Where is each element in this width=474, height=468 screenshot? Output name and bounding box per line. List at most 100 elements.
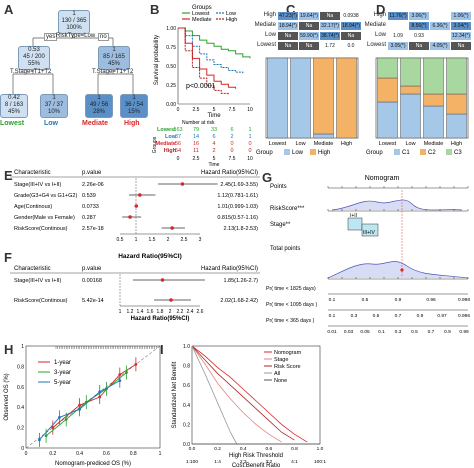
bar-legend-swatch bbox=[420, 149, 426, 155]
table-cell: 6.36(*) bbox=[430, 22, 450, 30]
km-xlabel: Time bbox=[207, 113, 221, 119]
nomogram-pr-tick: 0.5 bbox=[362, 297, 369, 303]
dca-xtick: 0.8 bbox=[291, 446, 298, 452]
node-text: 10% bbox=[47, 109, 60, 115]
no-label: no bbox=[98, 33, 109, 41]
km-curve-low bbox=[178, 27, 244, 74]
table-cell bbox=[430, 12, 450, 20]
stage-box-2 bbox=[361, 223, 379, 237]
risk-cell: 0 bbox=[248, 148, 251, 154]
risk-xtick: 2.5 bbox=[193, 156, 200, 162]
nomogram-pr-tick: 0.9 bbox=[444, 329, 451, 335]
calib-diagonal bbox=[25, 345, 161, 449]
km-ytick: 0.00 bbox=[166, 102, 176, 108]
calib-point bbox=[134, 362, 138, 366]
table-cell: 18.94(*) bbox=[278, 22, 298, 30]
nomogram-pr-tick: 0.05 bbox=[360, 329, 370, 335]
table-row-label: Lowest bbox=[256, 42, 276, 48]
calib-point bbox=[58, 416, 61, 419]
km-xtick: 0 bbox=[177, 107, 180, 113]
calib-ytick: 1 bbox=[21, 344, 24, 350]
risk-xlabel: Time bbox=[209, 162, 220, 168]
tree-leaf-low: 1 37 / 37 10% bbox=[40, 94, 68, 118]
calib-ylabel: Observed OS (%) bbox=[4, 373, 10, 420]
bar-legend-name: Low bbox=[292, 150, 304, 156]
risk-cell: 79 bbox=[193, 127, 199, 133]
table-cell: Na bbox=[299, 42, 319, 50]
forest-xtick: 1.5 bbox=[149, 237, 156, 243]
table-cell: Na bbox=[409, 42, 429, 50]
bar-segment bbox=[446, 113, 467, 139]
table-cell: Na bbox=[341, 32, 361, 40]
dca-cost-tick: 1:100 bbox=[186, 459, 198, 465]
forest-xtick: 2.6 bbox=[197, 309, 204, 315]
table-row-label: Low bbox=[264, 32, 276, 38]
risk-row-label: Lowest bbox=[157, 127, 176, 133]
node-text: 100% bbox=[66, 25, 82, 31]
yes-label: yes bbox=[44, 33, 58, 41]
dca-ytick: 1.0 bbox=[183, 344, 190, 350]
table-cell: 12.34(*) bbox=[451, 32, 471, 40]
table-row-label: High bbox=[263, 12, 276, 18]
forest-col-hr: Hazard Ratio(95%CI) bbox=[201, 170, 258, 176]
risk-cell: 2 bbox=[230, 134, 233, 140]
table-cell: 0.0938 bbox=[341, 12, 361, 20]
panel-letter-a: A bbox=[4, 2, 14, 17]
bar-xtick: Mediate bbox=[314, 141, 334, 147]
risk-cell: 16 bbox=[193, 141, 199, 147]
panel-letter-d: D bbox=[376, 2, 386, 17]
risk-cell: 11 bbox=[193, 148, 199, 154]
forest-point bbox=[170, 226, 174, 230]
calib-xtick: 0 bbox=[25, 451, 28, 457]
node-text: 37 / 37 bbox=[44, 102, 64, 108]
table-cell: 1.06(*) bbox=[451, 12, 471, 20]
forest-row-hr: 2.13(1.8-2.53) bbox=[223, 226, 258, 232]
node-text: 0.42 bbox=[8, 95, 20, 101]
calib-ytick: 0 bbox=[21, 446, 24, 452]
nomogram-pr-label: Pr( time < 365 days ) bbox=[266, 318, 315, 324]
risk-row-label: High bbox=[164, 148, 177, 154]
risk-cell: 1 bbox=[248, 134, 251, 140]
tree-root-node: 1 130 / 365 100% bbox=[58, 10, 90, 34]
forest-xtick: 2.4 bbox=[187, 309, 194, 315]
bar-segment bbox=[267, 57, 288, 139]
node-text: 28% bbox=[92, 109, 105, 115]
dca-ytick: 0.4 bbox=[183, 403, 190, 409]
nomogram-point bbox=[400, 268, 404, 272]
calib-legend-label: 1-year bbox=[54, 360, 71, 366]
bar-segment bbox=[423, 93, 444, 107]
nomogram-pr-tick: 0.01 bbox=[327, 329, 337, 335]
panel-d: High 11.76(*) 3.06(*) 1.06(*) Mediate 8.56(*)… bbox=[364, 12, 474, 162]
table-row-label: High bbox=[373, 12, 386, 18]
riskscore-density bbox=[331, 199, 463, 211]
km-ytick: 0.75 bbox=[166, 45, 176, 51]
bar-legend-label: Group bbox=[256, 150, 273, 156]
forest-row-name: Grade(G3+G4 vs G1+G2) bbox=[14, 193, 77, 199]
forest-xtick: 1 bbox=[119, 309, 122, 315]
forest-row-p: 0.00168 bbox=[82, 278, 102, 284]
forest-row-hr: 1.01(0.999-1.03) bbox=[217, 204, 258, 210]
forest-title: Hazard Ratio(95%CI) bbox=[118, 253, 182, 260]
nomogram-pr-label: Pr( time < 1825 days) bbox=[266, 286, 316, 292]
leaf-label-lowest: Lowest bbox=[0, 120, 25, 127]
km-axes: 1.00 0.75 0.50 0.25 0.000 2.5 5 7.5 10 bbox=[166, 26, 253, 113]
forest-xtick: 1.6 bbox=[147, 309, 154, 315]
split-label-root: RiskType=Low bbox=[56, 33, 96, 39]
dca-line-all bbox=[191, 345, 238, 445]
bar-frame bbox=[375, 57, 469, 139]
node-text: 49 / 56 bbox=[89, 102, 109, 108]
bar-segment bbox=[377, 77, 398, 103]
forest-row-hr: 0.815(0.57-1.16) bbox=[217, 215, 258, 221]
km-legend-label: Low bbox=[226, 11, 236, 17]
table-row-label: Low bbox=[374, 32, 386, 38]
nomogram-pr-tick: 0.03 bbox=[344, 329, 354, 335]
dca-xtick: 0.0 bbox=[189, 446, 196, 452]
bar-segment bbox=[290, 57, 311, 139]
forest-xtick: 2.2 bbox=[177, 309, 184, 315]
bar-legend-name: C2 bbox=[428, 150, 436, 156]
forest-xtick: 0.5 bbox=[117, 237, 124, 243]
forest-row-hr: 2.02(1.68-2.42) bbox=[220, 298, 258, 304]
table-cell: Na bbox=[451, 42, 471, 50]
km-ylabel: Survival probability bbox=[154, 35, 160, 85]
risk-xtick: 7.5 bbox=[229, 156, 236, 162]
